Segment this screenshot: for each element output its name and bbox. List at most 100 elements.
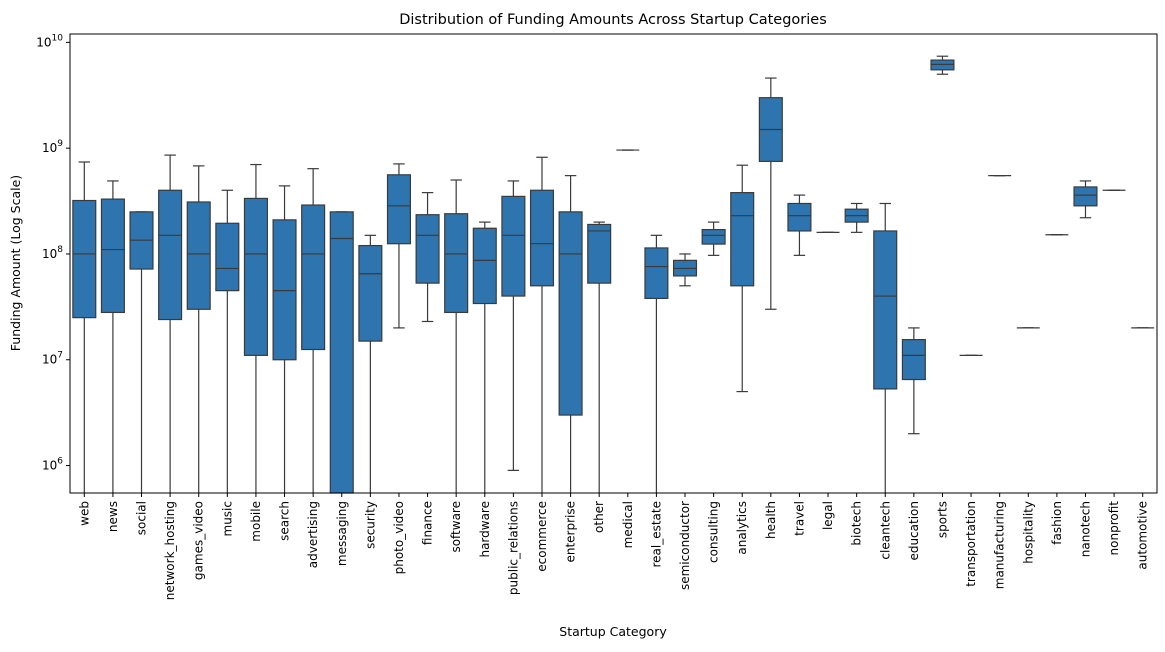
box-mobile [243, 163, 268, 493]
iqr-box [472, 227, 497, 305]
box-advertising [301, 168, 326, 493]
x-tick-label: legal [821, 501, 835, 530]
x-tick-label: finance [421, 501, 435, 545]
box-travel [787, 194, 812, 256]
box-ecommerce [529, 156, 555, 493]
box-biotech [844, 202, 869, 233]
x-tick-label: mobile [249, 501, 263, 542]
x-tick-label: consulting [707, 501, 721, 563]
x-tick-label: music [220, 501, 234, 536]
x-tick-label: search [278, 501, 292, 541]
x-tick-label: sports [935, 501, 949, 538]
x-tick-label: news [106, 501, 120, 532]
box-health [758, 77, 783, 310]
box-other [587, 221, 612, 493]
iqr-box [644, 247, 669, 300]
x-tick-label: security [363, 501, 377, 549]
box-messaging [329, 211, 354, 494]
box-hardware [472, 221, 497, 493]
chart-title: Distribution of Funding Amounts Across S… [399, 12, 827, 28]
x-tick-label: other [592, 501, 606, 533]
box-education [901, 327, 926, 435]
iqr-box [272, 219, 297, 361]
box-web [72, 161, 97, 493]
box-semiconductor [672, 253, 698, 287]
iqr-box [529, 189, 555, 287]
x-tick-label: semiconductor [678, 501, 692, 590]
box-cleantech [873, 202, 898, 493]
x-tick-label: web [77, 501, 91, 526]
box-photo_video [386, 163, 412, 329]
iqr-box [186, 201, 211, 310]
x-tick-label: hardware [478, 501, 492, 558]
x-tick-label: enterprise [564, 501, 578, 563]
box-sports [930, 55, 955, 75]
x-tick-label: nonprofit [1107, 501, 1121, 556]
x-tick-label: nanotech [1078, 501, 1092, 557]
x-tick-label: cleantech [878, 501, 892, 560]
x-tick-label: social [135, 501, 149, 535]
x-tick-label: public_relations [506, 501, 520, 595]
iqr-box [1073, 186, 1098, 207]
iqr-box [72, 199, 97, 319]
y-axis-title: Funding Amount (Log Scale) [8, 175, 23, 351]
iqr-box [329, 211, 354, 494]
x-tick-label: network_hosting [163, 501, 177, 600]
x-tick-label: ecommerce [535, 501, 549, 572]
y-axis-ticks: 106 107 108 109 1010 [36, 33, 70, 473]
iqr-box [901, 339, 926, 381]
box-games_video [186, 165, 211, 493]
x-tick-label: medical [621, 501, 635, 548]
iqr-box [787, 202, 812, 232]
x-tick-label: health [764, 501, 778, 539]
plot-area-frame [69, 33, 1158, 494]
iqr-box [444, 213, 469, 314]
iqr-box [873, 230, 898, 390]
boxes-layer [72, 55, 1155, 494]
x-tick-label: fashion [1050, 501, 1064, 545]
box-real_estate [644, 234, 669, 493]
x-tick-label: games_video [192, 501, 206, 580]
box-network_hosting [158, 154, 183, 493]
iqr-box [587, 223, 612, 284]
x-axis-ticks: web news social network_hosting games_video m… [77, 493, 1150, 600]
y-tick-label: 109 [42, 139, 63, 155]
x-tick-label: transportation [964, 501, 978, 587]
x-tick-label: advertising [306, 501, 320, 568]
y-tick-label: 107 [42, 351, 63, 367]
box-music [215, 189, 240, 493]
box-enterprise [558, 175, 583, 493]
iqr-box [301, 204, 326, 351]
x-tick-label: software [449, 501, 463, 553]
box-search [272, 185, 297, 493]
box-social [129, 211, 154, 493]
iqr-box [930, 59, 955, 71]
iqr-box [415, 214, 440, 284]
box-nanotech [1073, 180, 1098, 219]
box-public_relations [501, 180, 526, 471]
x-tick-label: hospitality [1021, 501, 1035, 564]
iqr-box [730, 192, 755, 287]
x-tick-label: real_estate [649, 501, 663, 568]
iqr-box [558, 211, 583, 416]
x-tick-label: automotive [1136, 501, 1150, 570]
box-consulting [701, 221, 726, 256]
x-axis-title: Startup Category [559, 624, 667, 639]
iqr-box [243, 197, 268, 356]
box-security [358, 234, 383, 493]
iqr-box [701, 228, 726, 245]
x-tick-label: analytics [735, 501, 749, 555]
box-finance [415, 192, 440, 323]
y-tick-label: 108 [42, 245, 63, 261]
x-tick-label: photo_video [392, 501, 406, 574]
x-tick-label: messaging [335, 501, 349, 566]
box-software [444, 179, 469, 493]
x-tick-label: manufacturing [993, 501, 1007, 589]
iqr-box [501, 195, 526, 297]
iqr-box [158, 189, 183, 321]
box-analytics [730, 164, 755, 393]
iqr-box [386, 174, 412, 245]
y-tick-label: 1010 [36, 33, 63, 49]
